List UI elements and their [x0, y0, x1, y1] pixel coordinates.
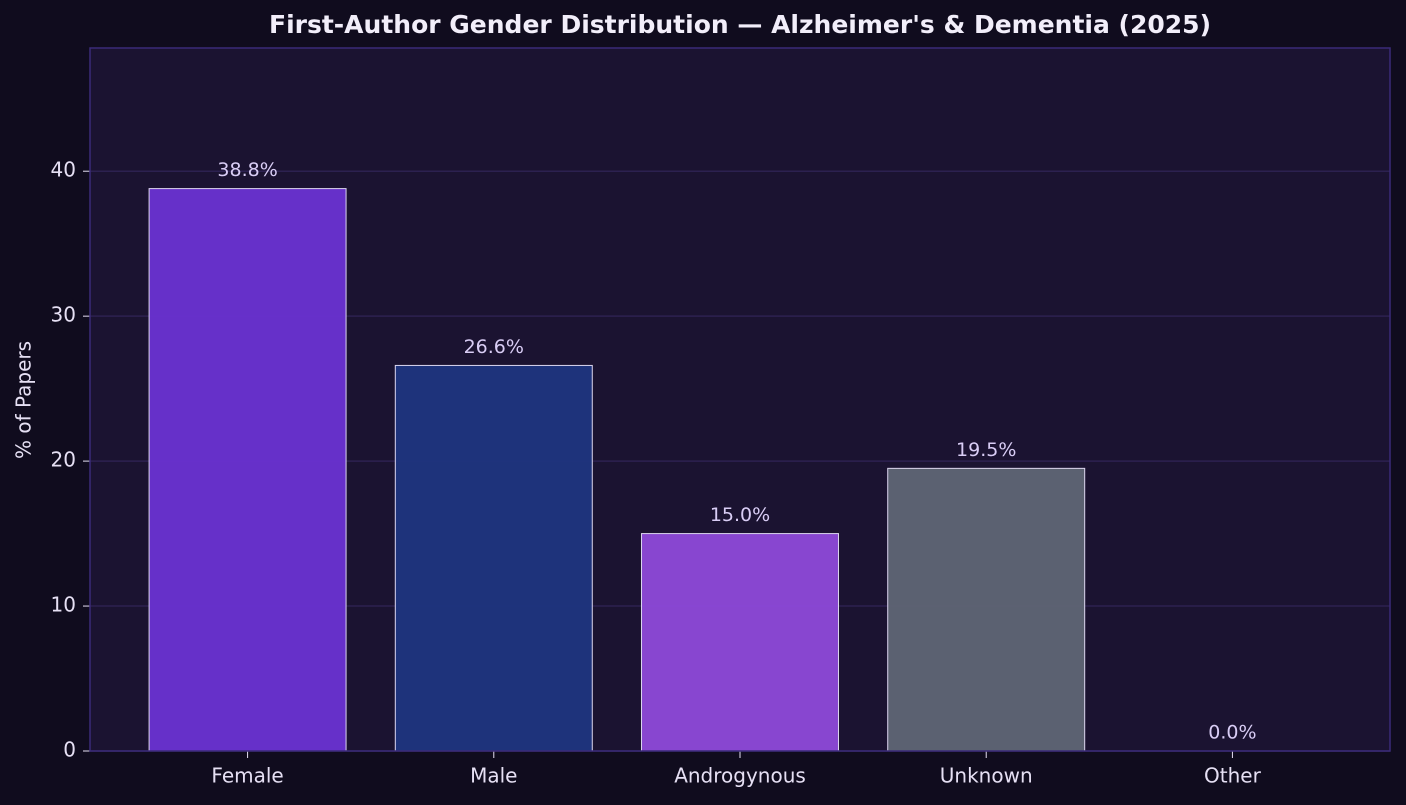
plot-border: [89, 47, 1391, 752]
bar: [148, 188, 347, 752]
x-tick-label: Unknown: [940, 764, 1033, 788]
value-label: 15.0%: [710, 504, 770, 526]
y-tick-label: 10: [51, 593, 76, 617]
x-tick-label: Other: [1204, 764, 1262, 788]
y-tick-label: 40: [51, 158, 76, 182]
y-axis-label: % of Papers: [12, 341, 36, 459]
bar: [641, 533, 839, 752]
bar: [394, 364, 593, 752]
y-tick-label: 0: [63, 738, 76, 762]
value-label: 19.5%: [956, 439, 1016, 461]
x-tick-label: Female: [211, 764, 283, 788]
value-label: 38.8%: [217, 159, 277, 181]
bar: [887, 467, 1086, 752]
value-label: 0.0%: [1208, 722, 1256, 744]
y-tick-label: 30: [51, 303, 76, 327]
x-tick-label: Androgynous: [674, 764, 806, 788]
chart-title: First-Author Gender Distribution — Alzhe…: [269, 10, 1211, 39]
x-tick-label: Male: [470, 764, 517, 788]
value-label: 26.6%: [464, 336, 524, 358]
y-tick-label: 20: [51, 448, 76, 472]
